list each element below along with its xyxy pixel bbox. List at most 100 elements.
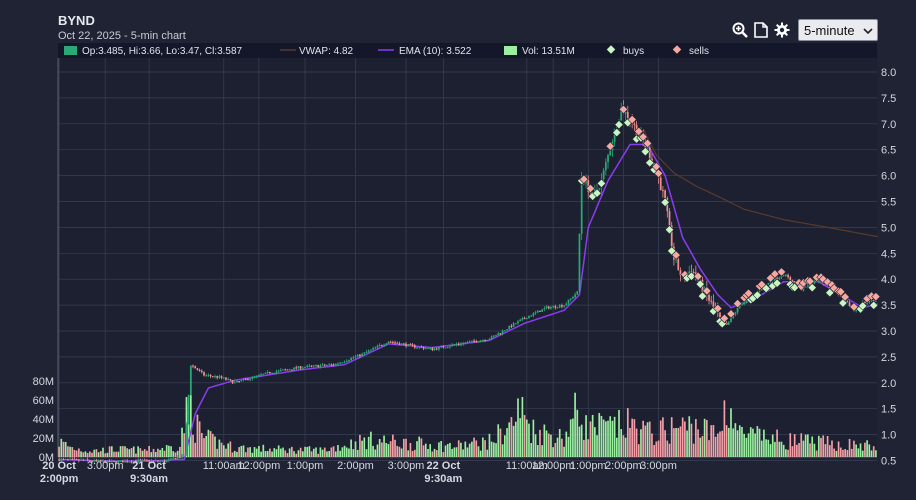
candle-body bbox=[730, 317, 732, 323]
volume-bar bbox=[778, 441, 781, 457]
volume-bar bbox=[124, 446, 126, 457]
candle-body bbox=[277, 370, 280, 372]
sell-marker bbox=[732, 298, 743, 309]
time-tick-label: 1:00pm bbox=[287, 460, 324, 472]
candle-body bbox=[64, 458, 67, 460]
buy-marker bbox=[660, 197, 670, 208]
candle-body bbox=[427, 348, 429, 350]
volume-bar bbox=[758, 428, 761, 457]
volume-bar bbox=[701, 436, 704, 457]
volume-bar bbox=[853, 440, 855, 457]
candle-body bbox=[503, 330, 506, 332]
volume-bar bbox=[488, 433, 491, 457]
volume-bar bbox=[293, 451, 295, 457]
candle-body bbox=[165, 460, 168, 463]
volume-bar bbox=[315, 447, 317, 457]
candle-body bbox=[282, 369, 284, 371]
volume-bar bbox=[418, 436, 421, 457]
volume-bar bbox=[407, 450, 410, 457]
candle-body bbox=[692, 272, 695, 274]
candle-body bbox=[211, 376, 214, 378]
candle-body bbox=[453, 344, 456, 346]
document-icon[interactable] bbox=[752, 22, 769, 39]
candle-body bbox=[391, 341, 394, 343]
candle-body bbox=[593, 189, 596, 193]
volume-bar bbox=[484, 440, 486, 457]
volume-bar bbox=[242, 445, 245, 457]
volume-bar bbox=[220, 442, 223, 457]
volume-bar bbox=[850, 448, 853, 457]
candle-body bbox=[99, 460, 102, 462]
volume-bar bbox=[183, 433, 186, 457]
volume-bar bbox=[194, 442, 197, 457]
volume-bar bbox=[405, 438, 407, 457]
candle-body bbox=[189, 365, 192, 395]
candle-body bbox=[451, 344, 454, 347]
time-tick-label: 11:00am bbox=[203, 460, 245, 472]
candle-body bbox=[664, 190, 666, 199]
candle-body bbox=[846, 301, 849, 303]
candle-body bbox=[440, 346, 443, 348]
volume-bar bbox=[413, 449, 416, 457]
candle-body bbox=[354, 356, 357, 358]
sell-marker bbox=[713, 303, 723, 314]
volume-bar bbox=[817, 435, 820, 457]
candle-body bbox=[780, 276, 783, 278]
candle-body bbox=[490, 336, 493, 340]
volume-bar bbox=[262, 444, 265, 457]
volume-bar bbox=[872, 446, 875, 457]
candle-body bbox=[868, 300, 871, 303]
candle-body bbox=[273, 372, 276, 374]
candle-body bbox=[264, 372, 267, 374]
candle-body bbox=[416, 347, 418, 349]
candle-body bbox=[370, 349, 372, 351]
volume-bar bbox=[558, 429, 561, 457]
volume-bar bbox=[642, 420, 644, 457]
candle-body bbox=[73, 458, 76, 460]
volume-bar bbox=[424, 443, 427, 457]
volume-bar bbox=[128, 449, 131, 457]
candle-body bbox=[207, 375, 210, 377]
volume-bar bbox=[312, 448, 315, 457]
gear-icon[interactable] bbox=[773, 22, 790, 39]
candle-body bbox=[613, 129, 616, 142]
volume-bar bbox=[216, 448, 219, 457]
volume-bar bbox=[181, 427, 183, 457]
zoom-in-icon[interactable] bbox=[731, 22, 748, 39]
sell-marker bbox=[585, 183, 596, 194]
candle-body bbox=[460, 344, 462, 346]
time-tick-sublabel: 9:30am bbox=[424, 473, 462, 485]
volume-bar bbox=[429, 444, 432, 457]
candle-body bbox=[398, 343, 401, 345]
volume-bar bbox=[247, 447, 249, 457]
candle-body bbox=[708, 294, 710, 301]
volume-bar bbox=[150, 452, 153, 457]
volume-bar bbox=[273, 448, 276, 457]
plot-area bbox=[58, 58, 877, 458]
volume-bar bbox=[828, 445, 831, 457]
sell-marker bbox=[638, 132, 648, 142]
candle-body bbox=[185, 424, 188, 456]
volume-bar bbox=[394, 439, 396, 457]
volume-bar bbox=[427, 448, 429, 457]
volume-bar bbox=[420, 438, 423, 457]
volume-bar bbox=[337, 445, 339, 457]
candle-body bbox=[806, 284, 809, 287]
candle-body bbox=[791, 280, 794, 283]
volume-bar bbox=[815, 450, 818, 457]
volume-bar bbox=[126, 448, 128, 457]
candle-body bbox=[170, 458, 172, 460]
volume-bar bbox=[304, 446, 306, 457]
candle-body bbox=[365, 351, 368, 353]
candle-body bbox=[91, 461, 93, 463]
volume-bar bbox=[62, 441, 65, 457]
volume-bar bbox=[244, 452, 247, 457]
volume-bar bbox=[398, 446, 401, 457]
volume-bar bbox=[749, 427, 752, 457]
interval-select[interactable]: 5-minute bbox=[798, 19, 878, 41]
volume-bar bbox=[306, 446, 309, 457]
candle-body bbox=[343, 361, 346, 363]
volume-bar bbox=[321, 449, 324, 457]
candle-body bbox=[688, 271, 691, 274]
